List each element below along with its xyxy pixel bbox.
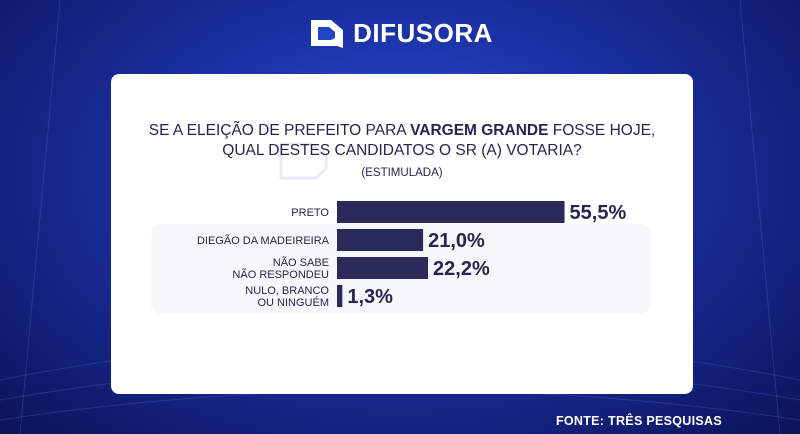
category-label-3-0: NULO, BRANCO [245, 285, 329, 297]
bar-3 [337, 285, 343, 307]
source-label: FONTE: TRÊS PESQUISAS [555, 414, 722, 428]
results-bar-chart: 55,5% PRETO 21,0% DIEGÃO DA MADEIREIRA 22,2%… [197, 201, 627, 309]
bar-value-label-3: 1,3% [347, 286, 393, 308]
brand-name: DIFUSORA [353, 17, 493, 48]
question-city: VARGEM GRANDE [410, 122, 549, 139]
question-line-2: QUAL DESTES CANDIDATOS O SR (A) VOTARIA? [222, 142, 582, 159]
bar-value-label-0: 55,5% [570, 202, 627, 224]
poll-question: SE A ELEIÇÃO DE PREFEITO PARA VARGEM GRA… [111, 121, 693, 161]
question-line-1: SE A ELEIÇÃO DE PREFEITO PARA VARGEM GRA… [111, 121, 693, 141]
question-text-post: FOSSE HOJE, [548, 122, 656, 139]
poll-type-label: (ESTIMULADA) [361, 167, 443, 179]
brand-logo: DIFUSORA [0, 16, 800, 50]
bar-1 [337, 229, 424, 251]
question-text-pre: SE A ELEIÇÃO DE PREFEITO PARA [148, 122, 411, 139]
category-label-1-0: DIEGÃO DA MADEIREIRA [197, 234, 330, 247]
poll-card: SE A ELEIÇÃO DE PREFEITO PARA VARGEM GRA… [111, 74, 693, 394]
category-label-2-1: NÃO RESPONDEU [232, 268, 329, 281]
bar-0 [337, 201, 565, 223]
category-label-2-0: NÃO SABE [273, 256, 329, 269]
difusora-logo-icon [311, 20, 344, 48]
bar-value-label-2: 22,2% [433, 258, 490, 280]
category-label-3-1: OU NINGUÉM [258, 296, 330, 309]
bar-value-label-1: 21,0% [428, 230, 485, 252]
bar-2 [337, 257, 429, 279]
category-label-0-0: PRETO [291, 207, 329, 219]
